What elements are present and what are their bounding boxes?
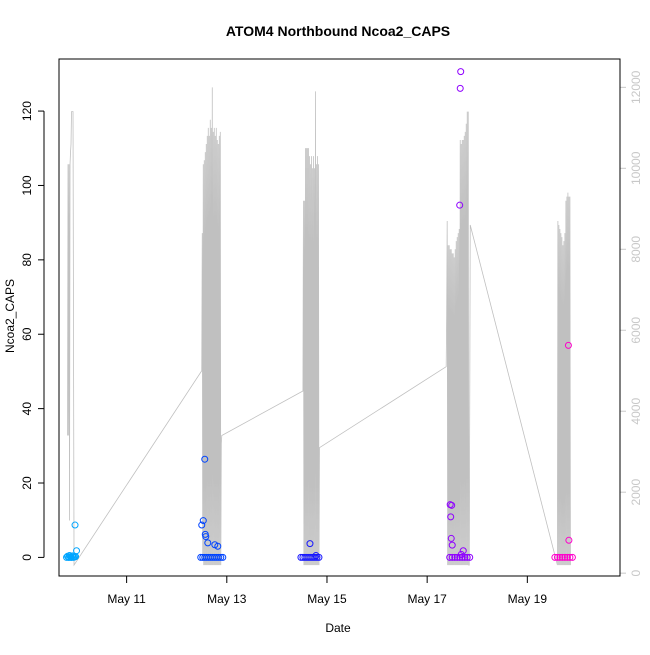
y-tick-label-2: 40 — [20, 402, 34, 416]
y2-tick-label-4: 8000 — [629, 236, 643, 263]
y2-tick-label-5: 10000 — [629, 151, 643, 185]
data-point-day5-5 — [563, 553, 571, 561]
x-tick-label-3: May 17 — [407, 592, 447, 606]
data-point-day2-19 — [214, 542, 222, 550]
data-point-day5-4 — [561, 553, 569, 561]
y-tick-label-3: 60 — [20, 327, 34, 341]
y2-tick-label-3: 6000 — [629, 317, 643, 344]
x-tick-label-1: May 13 — [207, 592, 247, 606]
y-tick-label-6: 120 — [20, 101, 34, 121]
x-axis-label: Date — [325, 621, 351, 635]
y-tick-label-1: 20 — [20, 476, 34, 490]
y2-tick-label-1: 2000 — [629, 479, 643, 506]
points-layer — [63, 68, 576, 561]
data-point-day5-2 — [556, 553, 564, 561]
plot-frame — [58, 58, 621, 577]
data-point-day4-7 — [463, 553, 471, 561]
chart-title: ATOM4 Northbound Ncoa2_CAPS — [226, 23, 450, 39]
data-point-day4-8 — [466, 553, 474, 561]
data-point-day3-11 — [312, 552, 320, 560]
data-point-day5-6 — [566, 553, 574, 561]
data-point-day1-10 — [65, 553, 73, 561]
y2-tick-label-6: 12000 — [629, 70, 643, 104]
y2-tick-label-0: 0 — [629, 570, 643, 577]
data-point-day5-1 — [553, 553, 561, 561]
y-axis-label: Ncoa2_CAPS — [3, 279, 17, 353]
data-point-day4-14 — [456, 201, 464, 209]
data-point-day4-1 — [448, 553, 456, 561]
data-point-day4-2 — [451, 553, 459, 561]
data-point-day4-5 — [458, 553, 466, 561]
secondary-line — [67, 87, 571, 567]
y2-tick-label-2: 4000 — [629, 398, 643, 425]
data-point-day2-16 — [202, 533, 210, 541]
data-point-day1-12 — [69, 553, 77, 561]
data-point-day5-8 — [564, 341, 572, 349]
data-point-day4-12 — [448, 501, 456, 509]
secondary-line-layer — [67, 87, 571, 567]
data-point-day4-0 — [446, 553, 454, 561]
x-tick-label-0: May 11 — [107, 592, 146, 606]
data-point-day2-17 — [204, 539, 212, 547]
data-point-day1-13 — [73, 547, 81, 555]
data-point-day4-10 — [447, 513, 455, 521]
data-point-day5-9 — [565, 536, 573, 544]
data-point-day4-17 — [457, 550, 465, 558]
y-tick-label-4: 80 — [20, 253, 34, 267]
x-tick-label-2: May 15 — [307, 592, 347, 606]
data-point-day4-13 — [448, 541, 456, 549]
data-point-day4-18 — [459, 547, 467, 555]
data-point-day2-9 — [215, 553, 223, 561]
data-point-day2-14 — [201, 455, 209, 463]
data-point-day5-0 — [551, 553, 559, 561]
data-point-day2-10 — [217, 553, 225, 561]
data-point-day4-15 — [456, 84, 464, 92]
data-point-day5-7 — [568, 553, 576, 561]
data-point-day2-13 — [199, 517, 207, 525]
data-point-day1-14 — [71, 521, 79, 529]
y-tick-label-0: 0 — [20, 554, 34, 561]
y-tick-label-5: 100 — [20, 175, 34, 195]
data-point-day3-10 — [306, 540, 314, 548]
data-point-day5-3 — [558, 553, 566, 561]
data-point-day4-11 — [447, 534, 455, 542]
x-tick-label-4: May 19 — [508, 592, 548, 606]
data-point-day4-16 — [457, 68, 465, 76]
data-point-day2-12 — [198, 521, 206, 529]
data-point-day2-11 — [219, 553, 227, 561]
axes-layer: 0 20 40 60 80 100 120 0 2000 4000 6000 8000 10000 120… — [20, 70, 643, 606]
